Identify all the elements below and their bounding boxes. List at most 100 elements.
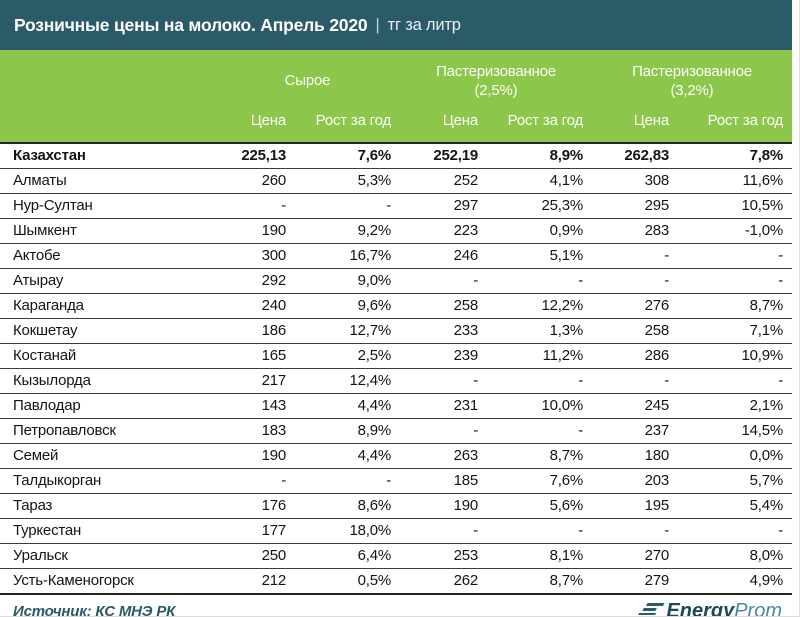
title-unit: тг за литр bbox=[387, 15, 461, 34]
column-header-growth-3: Рост за год bbox=[707, 112, 784, 129]
value-cell: 8,7% bbox=[549, 447, 584, 464]
column-header-growth-2: Рост за год bbox=[507, 112, 584, 129]
value-cell: 10,5% bbox=[741, 197, 783, 214]
value-cell: 176 bbox=[261, 497, 287, 514]
value-cell: 5,3% bbox=[357, 172, 392, 189]
group-label: Пастеризованное bbox=[632, 62, 752, 80]
value-cell: -1,0% bbox=[744, 222, 783, 239]
region-name: Талдыкорган bbox=[13, 472, 102, 489]
region-name: Актобе bbox=[13, 247, 61, 264]
value-cell: 250 bbox=[261, 547, 287, 564]
logo-text-prom: Prom bbox=[734, 599, 782, 617]
value-cell: 14,5% bbox=[741, 422, 783, 439]
table-row: Туркестан 177 18,0% - - - - bbox=[0, 518, 792, 543]
value-cell: 212 bbox=[261, 572, 287, 589]
table-row: Актобе 300 16,7% 246 5,1% - - bbox=[0, 243, 792, 268]
value-cell: 6,4% bbox=[357, 547, 392, 564]
value-cell: 7,6% bbox=[549, 472, 584, 489]
value-cell: 9,2% bbox=[357, 222, 392, 239]
table-row: Атырау 292 9,0% - - - - bbox=[0, 268, 792, 293]
value-cell: - bbox=[664, 372, 669, 389]
table-header: Сырое Пастеризованное (2,5%) Пастеризова… bbox=[0, 50, 792, 142]
table-row: Шымкент 190 9,2% 223 0,9% 283 -1,0% bbox=[0, 218, 792, 243]
table-row: Караганда 240 9,6% 258 12,2% 276 8,7% bbox=[0, 293, 792, 318]
group-header-raw: Сырое bbox=[215, 50, 400, 105]
region-name: Усть-Каменогорск bbox=[13, 572, 134, 589]
logo-bar bbox=[638, 612, 657, 615]
table-row: Усть-Каменогорск 212 0,5% 262 8,7% 279 4,9% bbox=[0, 568, 792, 593]
table-row: Кокшетау 186 12,7% 233 1,3% 258 7,1% bbox=[0, 318, 792, 343]
table-row: Семей 190 4,4% 263 8,7% 180 0,0% bbox=[0, 443, 792, 468]
table-row: Талдыкорган - - 185 7,6% 203 5,7% bbox=[0, 468, 792, 493]
group-header-pasteurized-32: Пастеризованное (3,2%) bbox=[592, 50, 792, 105]
value-cell: 286 bbox=[644, 347, 670, 364]
value-cell: 8,0% bbox=[749, 547, 784, 564]
value-cell: 8,1% bbox=[549, 547, 584, 564]
value-cell: 7,6% bbox=[357, 147, 392, 164]
table-row: Казахстан 225,13 7,6% 252,19 8,9% 262,83 7,8% bbox=[0, 144, 792, 168]
value-cell: - bbox=[778, 247, 783, 264]
column-group-row: Сырое Пастеризованное (2,5%) Пастеризова… bbox=[0, 50, 792, 105]
region-name: Алматы bbox=[13, 172, 67, 189]
region-name: Атырау bbox=[13, 272, 64, 289]
value-cell: - bbox=[578, 422, 583, 439]
value-cell: 231 bbox=[453, 397, 479, 414]
table-row: Павлодар 143 4,4% 231 10,0% 245 2,1% bbox=[0, 393, 792, 418]
value-cell: 223 bbox=[453, 222, 479, 239]
value-cell: 240 bbox=[261, 297, 287, 314]
value-cell: 186 bbox=[261, 322, 287, 339]
value-cell: 8,6% bbox=[357, 497, 392, 514]
value-cell: 203 bbox=[644, 472, 670, 489]
value-cell: 225,13 bbox=[241, 147, 286, 164]
table-body: Казахстан 225,13 7,6% 252,19 8,9% 262,83 7,8% А… bbox=[0, 142, 792, 595]
value-cell: 276 bbox=[644, 297, 670, 314]
page-title: Розничные цены на молоко. Апрель 2020 bbox=[14, 14, 368, 35]
table-row: Костанай 165 2,5% 239 11,2% 286 10,9% bbox=[0, 343, 792, 368]
value-cell: - bbox=[664, 247, 669, 264]
value-cell: 7,1% bbox=[749, 322, 784, 339]
value-cell: 25,3% bbox=[541, 197, 583, 214]
value-cell: 4,4% bbox=[357, 397, 392, 414]
value-cell: 258 bbox=[453, 297, 479, 314]
energyprom-logo: EnergyProm bbox=[638, 600, 782, 617]
value-cell: 233 bbox=[453, 322, 479, 339]
logo-text: EnergyProm bbox=[666, 600, 782, 617]
footer: Источник: КС МНЭ РК EnergyProm bbox=[0, 595, 792, 617]
value-cell: 165 bbox=[261, 347, 287, 364]
energyprom-icon bbox=[634, 602, 666, 617]
value-cell: 0,9% bbox=[549, 222, 584, 239]
value-cell: 180 bbox=[644, 447, 670, 464]
value-cell: - bbox=[578, 522, 583, 539]
value-cell: - bbox=[578, 372, 583, 389]
value-cell: 8,9% bbox=[357, 422, 392, 439]
value-cell: 262,83 bbox=[624, 147, 669, 164]
value-cell: 292 bbox=[261, 272, 287, 289]
value-cell: 11,6% bbox=[742, 172, 784, 189]
value-cell: - bbox=[473, 422, 478, 439]
value-cell: 297 bbox=[453, 197, 479, 214]
value-cell: 260 bbox=[261, 172, 287, 189]
value-cell: - bbox=[778, 372, 783, 389]
region-name: Нур-Султан bbox=[13, 197, 93, 214]
value-cell: 9,0% bbox=[357, 272, 392, 289]
column-header-growth-1: Рост за год bbox=[315, 112, 392, 129]
value-cell: 4,4% bbox=[357, 447, 392, 464]
value-cell: 4,1% bbox=[549, 172, 584, 189]
value-cell: 10,9% bbox=[741, 347, 783, 364]
region-name: Семей bbox=[13, 447, 59, 464]
logo-bar bbox=[646, 602, 665, 606]
value-cell: 262 bbox=[453, 572, 479, 589]
table-row: Нур-Султан - - 297 25,3% 295 10,5% bbox=[0, 193, 792, 218]
value-cell: 217 bbox=[261, 372, 287, 389]
value-cell: - bbox=[281, 472, 286, 489]
region-name: Караганда bbox=[13, 297, 84, 314]
value-cell: 12,7% bbox=[349, 322, 391, 339]
value-cell: - bbox=[386, 197, 391, 214]
value-cell: - bbox=[386, 472, 391, 489]
source-note: Источник: КС МНЭ РК bbox=[13, 602, 176, 617]
table-row: Тараз 176 8,6% 190 5,6% 195 5,4% bbox=[0, 493, 792, 518]
region-name: Кызылорда bbox=[13, 372, 91, 389]
value-cell: 308 bbox=[644, 172, 670, 189]
